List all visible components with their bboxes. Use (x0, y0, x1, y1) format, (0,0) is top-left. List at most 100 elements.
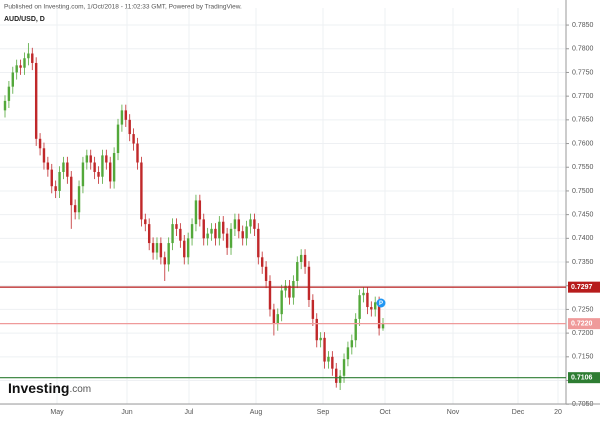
candle-body (198, 200, 202, 220)
x-tick-label: Jul (185, 409, 194, 416)
candle-body (346, 347, 350, 360)
logo: Investing.com (8, 380, 91, 396)
candle-body (253, 219, 256, 229)
candle-body (27, 53, 30, 59)
candle-body (311, 299, 315, 319)
candle-body (245, 226, 248, 239)
candle-body (101, 155, 104, 177)
candle-body (331, 356, 334, 369)
candle-body (299, 254, 303, 263)
logo-brand: Investing (8, 380, 69, 396)
candle-body (284, 285, 287, 291)
candle-body (54, 186, 57, 191)
candle-body (194, 200, 198, 225)
y-tick-label: 0.7500 (572, 188, 594, 195)
y-tick-label: 0.7800 (572, 46, 594, 53)
candle-body (350, 340, 354, 348)
candle-body (280, 290, 283, 315)
candle-body (136, 143, 139, 163)
candle-body (229, 228, 233, 248)
candle-body (89, 155, 92, 163)
candle-body (338, 375, 342, 383)
candle-body (366, 292, 369, 308)
x-tick-label: Sep (317, 409, 330, 416)
y-tick-label: 0.7600 (572, 140, 594, 147)
candle-body (11, 72, 15, 87)
y-tick-label: 0.7250 (572, 306, 594, 313)
candle-body (296, 262, 299, 281)
candle-body (73, 205, 77, 213)
candle-body (190, 224, 194, 239)
published-note: Published on Investing.com, 1/Oct/2018 -… (4, 4, 242, 11)
candle-body (288, 285, 291, 298)
candle-body (260, 257, 264, 267)
y-tick-label: 0.7650 (572, 117, 594, 124)
candle-body (116, 124, 120, 154)
candle-body (335, 368, 338, 383)
candle-body (249, 219, 252, 227)
candle-body (7, 86, 11, 101)
annotation-label: P (379, 301, 383, 307)
candle-body (38, 138, 42, 149)
candle-body (175, 224, 178, 229)
x-tick-label: May (50, 409, 64, 416)
y-tick-label: 0.7700 (572, 93, 594, 100)
symbol-label: AUD/USD, D (4, 16, 45, 23)
candle-body (206, 233, 209, 239)
y-tick-label: 0.7050 (572, 401, 594, 408)
candle-body (323, 337, 326, 362)
x-tick-label: Aug (250, 409, 263, 416)
candle-body (31, 53, 34, 63)
y-tick-label: 0.7850 (572, 22, 594, 29)
level-tag (568, 318, 600, 330)
y-tick-label: 0.7350 (572, 259, 594, 266)
candle-body (120, 110, 124, 125)
logo-suffix: .com (69, 384, 91, 395)
candle-body (109, 162, 112, 182)
candle-body (202, 219, 205, 239)
candle-body (257, 228, 260, 258)
candle-body (210, 228, 213, 234)
candle-body (128, 119, 131, 135)
candle-body (179, 228, 182, 241)
candle-body (77, 186, 81, 213)
candle-body (3, 100, 7, 111)
level-label: 0.7220 (571, 320, 593, 327)
candle-body (167, 243, 170, 265)
candle-body (183, 240, 186, 258)
level-label: 0.7297 (571, 284, 593, 291)
x-tick-label: Nov (447, 409, 460, 416)
candle-body (151, 243, 155, 253)
x-tick-label: 20 (554, 409, 562, 416)
candle-body (292, 280, 295, 298)
candle-body (233, 219, 237, 229)
candle-body (62, 162, 65, 172)
candle-body (171, 224, 174, 244)
candle-body (362, 292, 365, 296)
candle-body (70, 176, 73, 206)
y-tick-label: 0.7750 (572, 69, 594, 76)
candle-body (377, 302, 381, 329)
level-label: 0.7106 (571, 375, 593, 382)
y-tick-label: 0.7200 (572, 330, 594, 337)
candle-body (342, 359, 346, 376)
y-tick-label: 0.7400 (572, 235, 594, 242)
x-tick-label: Oct (380, 409, 391, 416)
candle-body (144, 219, 147, 225)
y-tick-label: 0.7450 (572, 211, 594, 218)
candle-body (85, 155, 89, 163)
candle-body (112, 153, 116, 182)
candle-body (140, 162, 143, 220)
candle-body (315, 318, 318, 341)
y-tick-label: 0.7550 (572, 164, 594, 171)
candle-body (159, 243, 163, 258)
candle-body (276, 314, 279, 324)
candle-body (272, 309, 276, 324)
x-tick-label: Jun (121, 409, 132, 416)
candle-body (186, 238, 190, 258)
candle-body (42, 148, 46, 163)
y-tick-label: 0.7150 (572, 354, 594, 361)
candle-body (373, 302, 377, 310)
candle-body (307, 266, 311, 300)
